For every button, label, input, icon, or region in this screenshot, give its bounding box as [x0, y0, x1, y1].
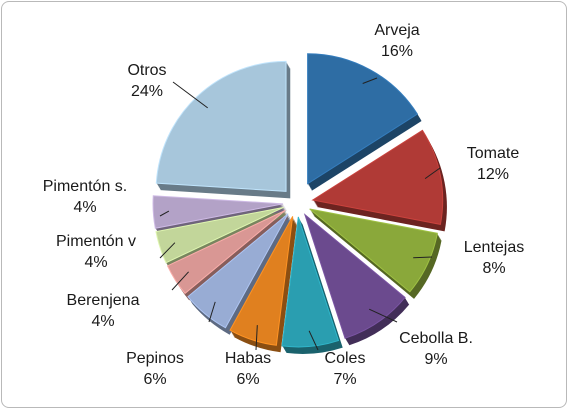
pie-slice-habas: [229, 216, 294, 346]
slice-percent-piment-n-v: 4%: [84, 254, 107, 271]
slice-percent-pepinos: 6%: [143, 371, 166, 388]
slice-percent-coles: 7%: [333, 371, 356, 388]
leader-line-berenjena: [171, 271, 189, 291]
pie-slice-otros: [155, 60, 287, 192]
slice-label-habas: Habas: [225, 350, 271, 367]
slice-percent-piment-n-s: 4%: [73, 199, 96, 216]
leader-line-coles: [308, 330, 319, 351]
slice-label-pepinos: Pepinos: [126, 350, 184, 367]
pie-slice-layer: [152, 53, 444, 348]
pie-slice-berenjena: [166, 210, 286, 295]
pie-slice-tomate: [311, 129, 444, 225]
pie-slice-arveja: [307, 53, 419, 185]
leader-line-arveja: [362, 77, 378, 84]
pie-slice-lentejas: [309, 208, 438, 293]
label-layer: Arveja 16% Tomate 12% Lentejas 8% Cebolla B. 9%…: [43, 22, 524, 388]
slice-percent-berenjena: 4%: [91, 313, 114, 330]
slice-label-cebolla-b: Cebolla B.: [399, 330, 473, 347]
leader-line-otros: [172, 81, 208, 109]
slice-percent-cebolla-b: 9%: [424, 351, 447, 368]
leader-line-piment-n-v: [159, 242, 176, 259]
pie-slice-cebolla-b: [303, 213, 406, 339]
slice-label-otros: Otros: [127, 62, 166, 79]
slice-percent-lentejas: 8%: [482, 260, 505, 277]
slice-percent-tomate: 12%: [477, 166, 509, 183]
slice-label-berenjena: Berenjena: [67, 292, 140, 309]
slice-percent-otros: 24%: [131, 83, 163, 100]
leader-line-lentejas: [413, 256, 433, 259]
slice-percent-habas: 6%: [236, 371, 259, 388]
slice-label-coles: Coles: [325, 350, 366, 367]
slice-label-piment-n-v: Pimentón v: [56, 233, 136, 250]
pie-slice-piment-n-s: [152, 195, 284, 229]
leader-line-pepinos: [208, 301, 216, 323]
slice-label-lentejas: Lentejas: [464, 239, 525, 256]
leader-line-tomate: [424, 167, 441, 180]
leader-line-cebolla-b: [368, 308, 398, 323]
pie-slice-pepinos: [187, 213, 289, 329]
leader-line-layer: [159, 77, 441, 351]
slice-label-piment-n-s: Pimentón s.: [43, 178, 127, 195]
slice-percent-arveja: 16%: [381, 43, 413, 60]
pie-slice-coles: [281, 216, 340, 348]
pie-slice-piment-n-v: [155, 206, 284, 264]
slice-label-tomate: Tomate: [467, 145, 520, 162]
slice-label-arveja: Arveja: [374, 22, 419, 39]
leader-line-piment-n-s: [159, 210, 170, 217]
leader-line-habas: [255, 325, 258, 351]
